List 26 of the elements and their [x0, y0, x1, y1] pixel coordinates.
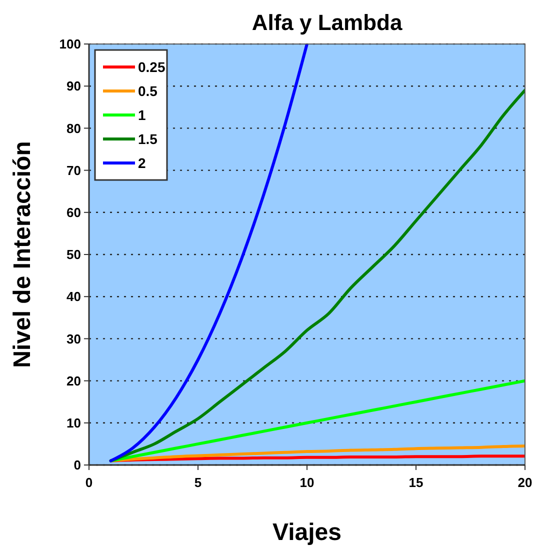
y-tick-label: 10	[66, 415, 81, 430]
legend-label: 0.5	[138, 82, 158, 99]
y-tick-label: 0	[74, 458, 81, 473]
chart-title: Alfa y Lambda	[252, 10, 403, 35]
legend-label: 1	[138, 106, 146, 123]
x-tick-label: 5	[194, 475, 202, 490]
y-tick-label: 70	[66, 162, 81, 178]
y-tick-label: 50	[66, 247, 81, 262]
legend-label: 0.25	[138, 58, 166, 75]
x-tick-label: 15	[408, 475, 424, 490]
y-tick-label: 90	[66, 78, 81, 94]
y-tick-label: 80	[66, 120, 81, 136]
x-tick-label: 10	[300, 475, 314, 490]
y-axis-title: Nivel de Interacción	[9, 141, 36, 368]
legend-label: 2	[138, 154, 146, 171]
line-series	[109, 444, 525, 462]
y-tick-label: 40	[66, 289, 81, 304]
y-tick-label: 30	[66, 331, 81, 346]
y-tick-label: 20	[66, 373, 81, 388]
x-tick-label: 0	[85, 475, 93, 490]
legend-label: 1.5	[138, 130, 158, 147]
y-tick-label: 60	[66, 204, 81, 220]
line-series	[109, 44, 308, 462]
y-tick-label: 100	[59, 36, 81, 52]
x-tick-label: 20	[518, 475, 532, 490]
x-axis-title: Viajes	[272, 519, 342, 546]
